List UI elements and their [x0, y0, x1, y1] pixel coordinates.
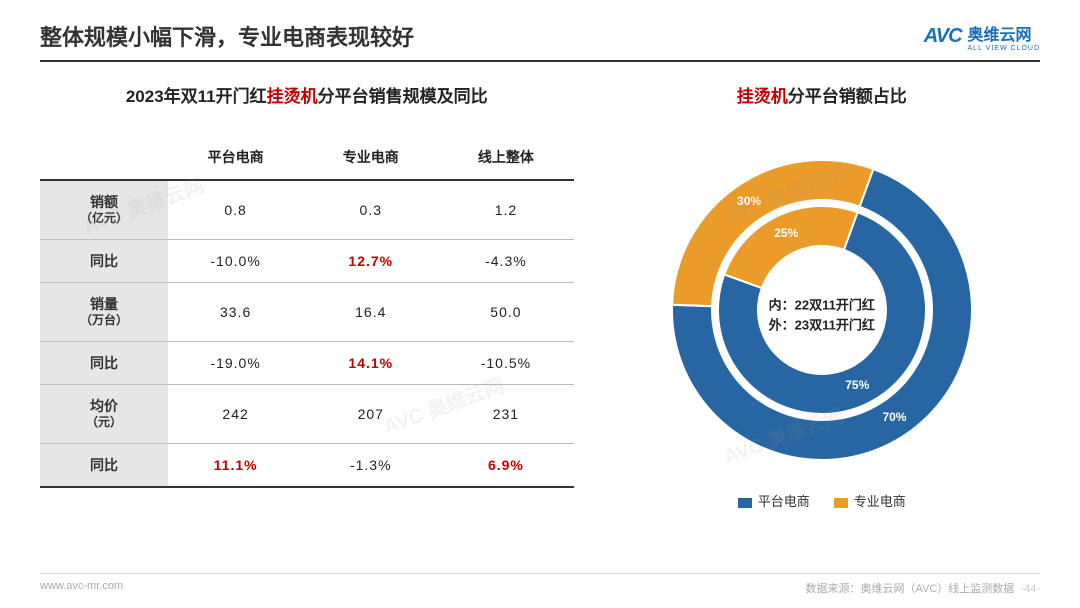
cell: 14.1%: [303, 341, 438, 384]
table-row: 同比11.1%-1.3%6.9%: [40, 443, 574, 487]
chart-title-highlight: 挂烫机: [737, 87, 788, 106]
cell: 11.1%: [168, 443, 303, 487]
cell: 0.3: [303, 180, 438, 239]
col-header: 平台电商: [168, 135, 303, 180]
cell: -19.0%: [168, 341, 303, 384]
data-table: 平台电商专业电商线上整体 销额（亿元）0.80.31.2同比-10.0%12.7…: [40, 135, 574, 488]
table-row: 同比-19.0%14.1%-10.5%: [40, 341, 574, 384]
col-header: [40, 135, 168, 180]
donut-center-text: 内：22双11开门红 外：23双11开门红: [769, 296, 875, 335]
cell: -10.5%: [438, 341, 573, 384]
donut-value-label: 75%: [845, 378, 869, 392]
row-header: 同比: [40, 239, 168, 282]
col-header: 线上整体: [438, 135, 573, 180]
cell: 242: [168, 384, 303, 443]
logo: AVC 奥维云网 ALL VIEW CLOUD: [924, 21, 1040, 52]
donut-value-label: 25%: [774, 226, 798, 240]
cell: 1.2: [438, 180, 573, 239]
donut-value-label: 30%: [737, 194, 761, 208]
donut-center-line1: 内：22双11开门红: [769, 296, 875, 316]
logo-mark: AVC: [924, 25, 962, 48]
donut-chart: 内：22双11开门红 外：23双11开门红 70% 30% 75% 25%: [632, 135, 1012, 495]
table-title-highlight: 挂烫机: [267, 87, 318, 106]
row-header: 销额（亿元）: [40, 180, 168, 239]
page-number: -44-: [1020, 583, 1040, 595]
cell: 6.9%: [438, 443, 573, 487]
cell: 207: [303, 384, 438, 443]
donut-value-label: 70%: [882, 410, 906, 424]
cell: -1.3%: [303, 443, 438, 487]
logo-cn: 奥维云网: [968, 21, 1040, 45]
header: 整体规模小幅下滑，专业电商表现较好 AVC 奥维云网 ALL VIEW CLOU…: [0, 0, 1080, 60]
row-header: 同比: [40, 443, 168, 487]
row-header: 销量（万台）: [40, 282, 168, 341]
cell: 12.7%: [303, 239, 438, 282]
donut-center-line2: 外：23双11开门红: [769, 315, 875, 335]
cell: 231: [438, 384, 573, 443]
row-header: 均价（元）: [40, 384, 168, 443]
chart-title-suffix: 分平台销额占比: [788, 87, 907, 106]
cell: 33.6: [168, 282, 303, 341]
cell: 16.4: [303, 282, 438, 341]
cell: -4.3%: [438, 239, 573, 282]
table-title-suffix: 分平台销售规模及同比: [318, 87, 488, 106]
footer-url: www.avc-mr.com: [40, 580, 123, 596]
table-row: 同比-10.0%12.7%-4.3%: [40, 239, 574, 282]
content: 2023年双11开门红挂烫机分平台销售规模及同比 平台电商专业电商线上整体 销额…: [0, 62, 1080, 510]
cell: -10.0%: [168, 239, 303, 282]
footer: www.avc-mr.com 数据来源：奥维云网（AVC）线上监测数据 -44-: [40, 573, 1040, 596]
table-title: 2023年双11开门红挂烫机分平台销售规模及同比: [40, 82, 574, 107]
footer-source: 数据来源：奥维云网（AVC）线上监测数据: [806, 583, 1015, 595]
cell: 0.8: [168, 180, 303, 239]
table-row: 均价（元）242207231: [40, 384, 574, 443]
page-title: 整体规模小幅下滑，专业电商表现较好: [40, 20, 414, 52]
chart-panel: 挂烫机分平台销额占比 内：22双11开门红 外：23双11开门红 70% 30% 7…: [604, 82, 1041, 510]
table-panel: 2023年双11开门红挂烫机分平台销售规模及同比 平台电商专业电商线上整体 销额…: [40, 82, 574, 510]
row-header: 同比: [40, 341, 168, 384]
logo-en: ALL VIEW CLOUD: [968, 45, 1040, 52]
cell: 50.0: [438, 282, 573, 341]
col-header: 专业电商: [303, 135, 438, 180]
chart-title: 挂烫机分平台销额占比: [737, 82, 907, 107]
table-title-prefix: 2023年双11开门红: [126, 87, 267, 106]
table-row: 销量（万台）33.616.450.0: [40, 282, 574, 341]
table-row: 销额（亿元）0.80.31.2: [40, 180, 574, 239]
